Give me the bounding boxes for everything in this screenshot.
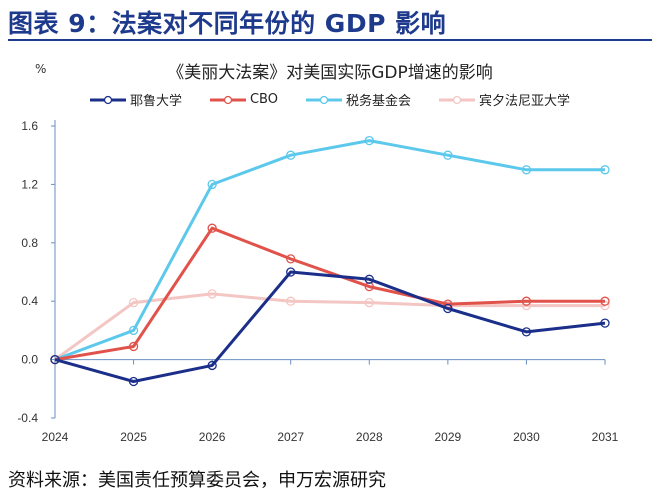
y-tick-label: 0.8 xyxy=(21,236,38,250)
series-line xyxy=(54,226,605,362)
legend-item: CBO xyxy=(209,90,278,109)
x-tick-label: 2028 xyxy=(356,430,383,444)
series-line xyxy=(54,139,605,362)
data-point xyxy=(128,376,139,387)
legend-label: CBO xyxy=(249,92,278,107)
legend-item: 耶鲁大学 xyxy=(89,90,182,109)
y-tick-label: 1.2 xyxy=(21,177,38,191)
legend-swatch-icon xyxy=(305,95,342,104)
data-point xyxy=(521,327,532,337)
data-point xyxy=(364,274,374,284)
legend: 耶鲁大学 CBO 税务基金会 宾夕法尼亚大学 xyxy=(0,90,660,109)
data-point xyxy=(286,296,296,306)
legend-swatch-icon xyxy=(209,95,246,104)
legend-swatch-icon xyxy=(439,95,475,104)
data-point xyxy=(286,267,296,277)
legend-item: 税务基金会 xyxy=(305,90,411,109)
y-axis-unit: % xyxy=(35,62,47,76)
data-point xyxy=(364,281,374,292)
data-point xyxy=(207,179,217,190)
chart-title: 《美丽大法案》对美国实际GDP增速的影响 xyxy=(167,63,493,83)
figure-title: 图表 9：法案对不同年份的 GDP 影响 xyxy=(8,9,447,38)
data-point xyxy=(600,318,610,328)
legend-item: 宾夕法尼亚大学 xyxy=(439,90,570,109)
data-point xyxy=(128,341,139,352)
y-tick-label: 1.6 xyxy=(21,119,38,133)
y-tick-label: 0.0 xyxy=(21,353,38,367)
title-divider xyxy=(8,39,652,41)
series-line xyxy=(54,270,606,383)
legend-swatch-icon xyxy=(89,95,126,104)
data-point xyxy=(128,298,139,308)
legend-label: 税务基金会 xyxy=(345,94,411,109)
x-tick-label: 2027 xyxy=(277,430,304,444)
y-tick-label: 0.4 xyxy=(21,294,38,308)
x-tick-label: 2026 xyxy=(199,430,226,444)
data-point xyxy=(207,360,217,371)
data-point xyxy=(207,289,217,299)
data-point xyxy=(364,298,374,308)
x-tick-label: 2031 xyxy=(592,430,619,444)
data-point xyxy=(50,354,60,365)
x-tick-label: 2030 xyxy=(513,430,540,444)
data-point xyxy=(521,165,532,175)
data-point xyxy=(443,303,453,314)
series-2 xyxy=(50,135,610,365)
legend-label: 宾夕法尼亚大学 xyxy=(479,94,571,109)
series-line xyxy=(54,292,605,361)
data-point xyxy=(207,223,217,233)
data-point xyxy=(286,254,296,264)
series-0 xyxy=(50,267,610,387)
source-note: 资料来源：美国责任预算委员会，申万宏源研究 xyxy=(8,470,386,491)
data-point xyxy=(443,150,453,160)
data-point xyxy=(600,296,610,306)
legend-label: 耶鲁大学 xyxy=(129,94,182,109)
x-tick-label: 2025 xyxy=(120,430,147,444)
y-tick-label: -0.4 xyxy=(17,411,38,425)
x-tick-label: 2029 xyxy=(435,430,462,444)
data-point xyxy=(521,296,532,306)
data-point xyxy=(600,165,610,175)
data-point xyxy=(286,150,296,160)
series-1 xyxy=(50,223,610,365)
data-point xyxy=(364,135,374,146)
x-tick-label: 2024 xyxy=(42,430,69,444)
data-point xyxy=(128,325,139,336)
